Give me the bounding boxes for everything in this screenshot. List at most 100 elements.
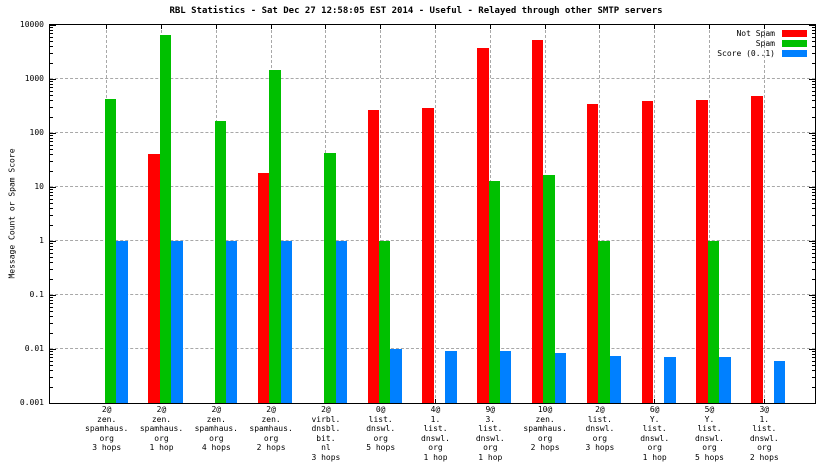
y-minor-tick xyxy=(50,33,53,35)
x-category-label-line: 2@ xyxy=(595,405,605,414)
y-minor-tick xyxy=(812,300,815,302)
y-minor-tick xyxy=(812,246,815,248)
bar-score xyxy=(554,352,567,403)
y-minor-tick xyxy=(50,351,53,353)
x-tick xyxy=(435,399,436,403)
y-tick-label: 100 xyxy=(29,128,44,137)
x-tick xyxy=(270,25,272,29)
y-major-tick xyxy=(50,240,56,242)
y-minor-tick xyxy=(50,30,53,32)
legend-item-spam: Spam xyxy=(717,38,807,48)
x-category-label-line: 1 hop xyxy=(642,452,667,462)
x-tick xyxy=(489,25,491,29)
y-minor-tick xyxy=(50,138,53,140)
y-minor-tick xyxy=(50,141,53,143)
x-category-label-line: 3 hops xyxy=(92,443,122,452)
y-minor-tick xyxy=(50,357,53,359)
y-minor-tick xyxy=(812,36,815,38)
x-category-label-line: spamhaus. xyxy=(249,424,293,433)
y-major-tick xyxy=(809,186,815,188)
y-minor-tick xyxy=(50,311,53,313)
y-minor-tick xyxy=(50,269,53,271)
y-minor-tick xyxy=(812,144,815,146)
bar-score xyxy=(280,241,293,403)
x-category-label-line: 3@ xyxy=(759,405,770,414)
y-minor-tick xyxy=(50,246,53,248)
bar-score xyxy=(445,351,457,403)
x-category-label-line: Y. xyxy=(704,414,715,424)
x-category-label-line: dnswl. xyxy=(475,433,505,443)
y-minor-tick xyxy=(50,303,53,305)
x-category-label-line: 5@ xyxy=(704,405,715,414)
y-minor-tick xyxy=(812,249,815,251)
y-minor-tick xyxy=(50,215,53,217)
gridline-vertical xyxy=(599,25,601,403)
y-minor-tick xyxy=(50,100,53,102)
bar-score xyxy=(116,241,128,403)
y-minor-tick xyxy=(50,192,53,194)
bar-spam xyxy=(105,99,117,403)
bar-not-spam xyxy=(696,100,708,403)
x-category-label-line: org xyxy=(757,443,772,452)
y-minor-tick xyxy=(812,377,815,379)
gridline-vertical xyxy=(654,25,656,403)
y-minor-tick xyxy=(812,297,815,299)
x-category-label-line: 5 hops xyxy=(695,452,724,462)
y-minor-tick xyxy=(812,62,815,64)
bar-score xyxy=(390,349,402,403)
y-major-tick xyxy=(809,132,815,134)
y-major-tick xyxy=(50,78,56,80)
x-category-label-line: 2@ xyxy=(266,405,276,414)
y-minor-tick xyxy=(812,100,815,102)
x-category-label-line: org xyxy=(647,443,662,452)
y-minor-tick xyxy=(50,198,53,200)
x-tick xyxy=(325,25,327,29)
x-category-label-line: 3. xyxy=(485,414,496,424)
gridline-vertical xyxy=(380,25,382,403)
y-minor-tick xyxy=(812,135,815,137)
y-major-tick xyxy=(809,240,815,242)
y-minor-tick xyxy=(812,53,815,55)
y-minor-tick xyxy=(812,311,815,313)
x-tick xyxy=(763,399,765,403)
y-major-tick xyxy=(50,402,56,404)
x-category-label-line: 2@ xyxy=(211,405,222,414)
y-minor-tick xyxy=(812,332,815,334)
x-category-label: 2@ zen. spamhaus. org 3 hops xyxy=(77,405,137,453)
y-minor-tick xyxy=(812,243,815,245)
x-category-label-line: 2@ xyxy=(321,405,331,414)
bar-not-spam xyxy=(532,40,544,403)
y-minor-tick xyxy=(812,303,815,305)
y-minor-tick xyxy=(812,198,815,200)
x-category-label-line: org xyxy=(99,433,114,443)
plot-area xyxy=(49,24,816,404)
x-tick xyxy=(599,25,601,29)
y-major-tick xyxy=(809,78,815,80)
y-minor-tick xyxy=(50,144,53,146)
x-category-label: 3@ 1. list. dnswl. org 2 hops xyxy=(734,405,794,462)
bar-score xyxy=(609,355,621,403)
bar-score xyxy=(664,357,676,403)
x-category-label-line: list. xyxy=(752,424,777,433)
bar-not-spam xyxy=(258,173,270,403)
y-minor-tick xyxy=(812,27,815,29)
x-category-label-line: 2 hops xyxy=(749,452,779,462)
gridline-vertical xyxy=(763,25,765,403)
y-minor-tick xyxy=(50,332,53,334)
y-minor-tick xyxy=(812,224,815,226)
bar-not-spam xyxy=(422,108,434,403)
bar-score xyxy=(335,241,347,403)
x-category-label-line: 2 hops xyxy=(256,443,286,452)
y-tick-label: 1000 xyxy=(24,74,44,83)
x-category-label-line: 1. xyxy=(430,414,441,424)
bar-not-spam xyxy=(477,47,489,403)
y-minor-tick xyxy=(812,365,815,367)
x-category-label: 2@ virbl. dnsbl. bit. nl 3 hops xyxy=(296,405,356,462)
x-category-label-line: 1 hop xyxy=(478,452,503,462)
bar-score xyxy=(226,241,238,403)
y-minor-tick xyxy=(50,170,53,172)
legend-item-not-spam: Not Spam xyxy=(717,28,807,38)
bar-not-spam xyxy=(751,96,763,403)
y-minor-tick xyxy=(50,323,53,325)
y-minor-tick xyxy=(50,62,53,64)
